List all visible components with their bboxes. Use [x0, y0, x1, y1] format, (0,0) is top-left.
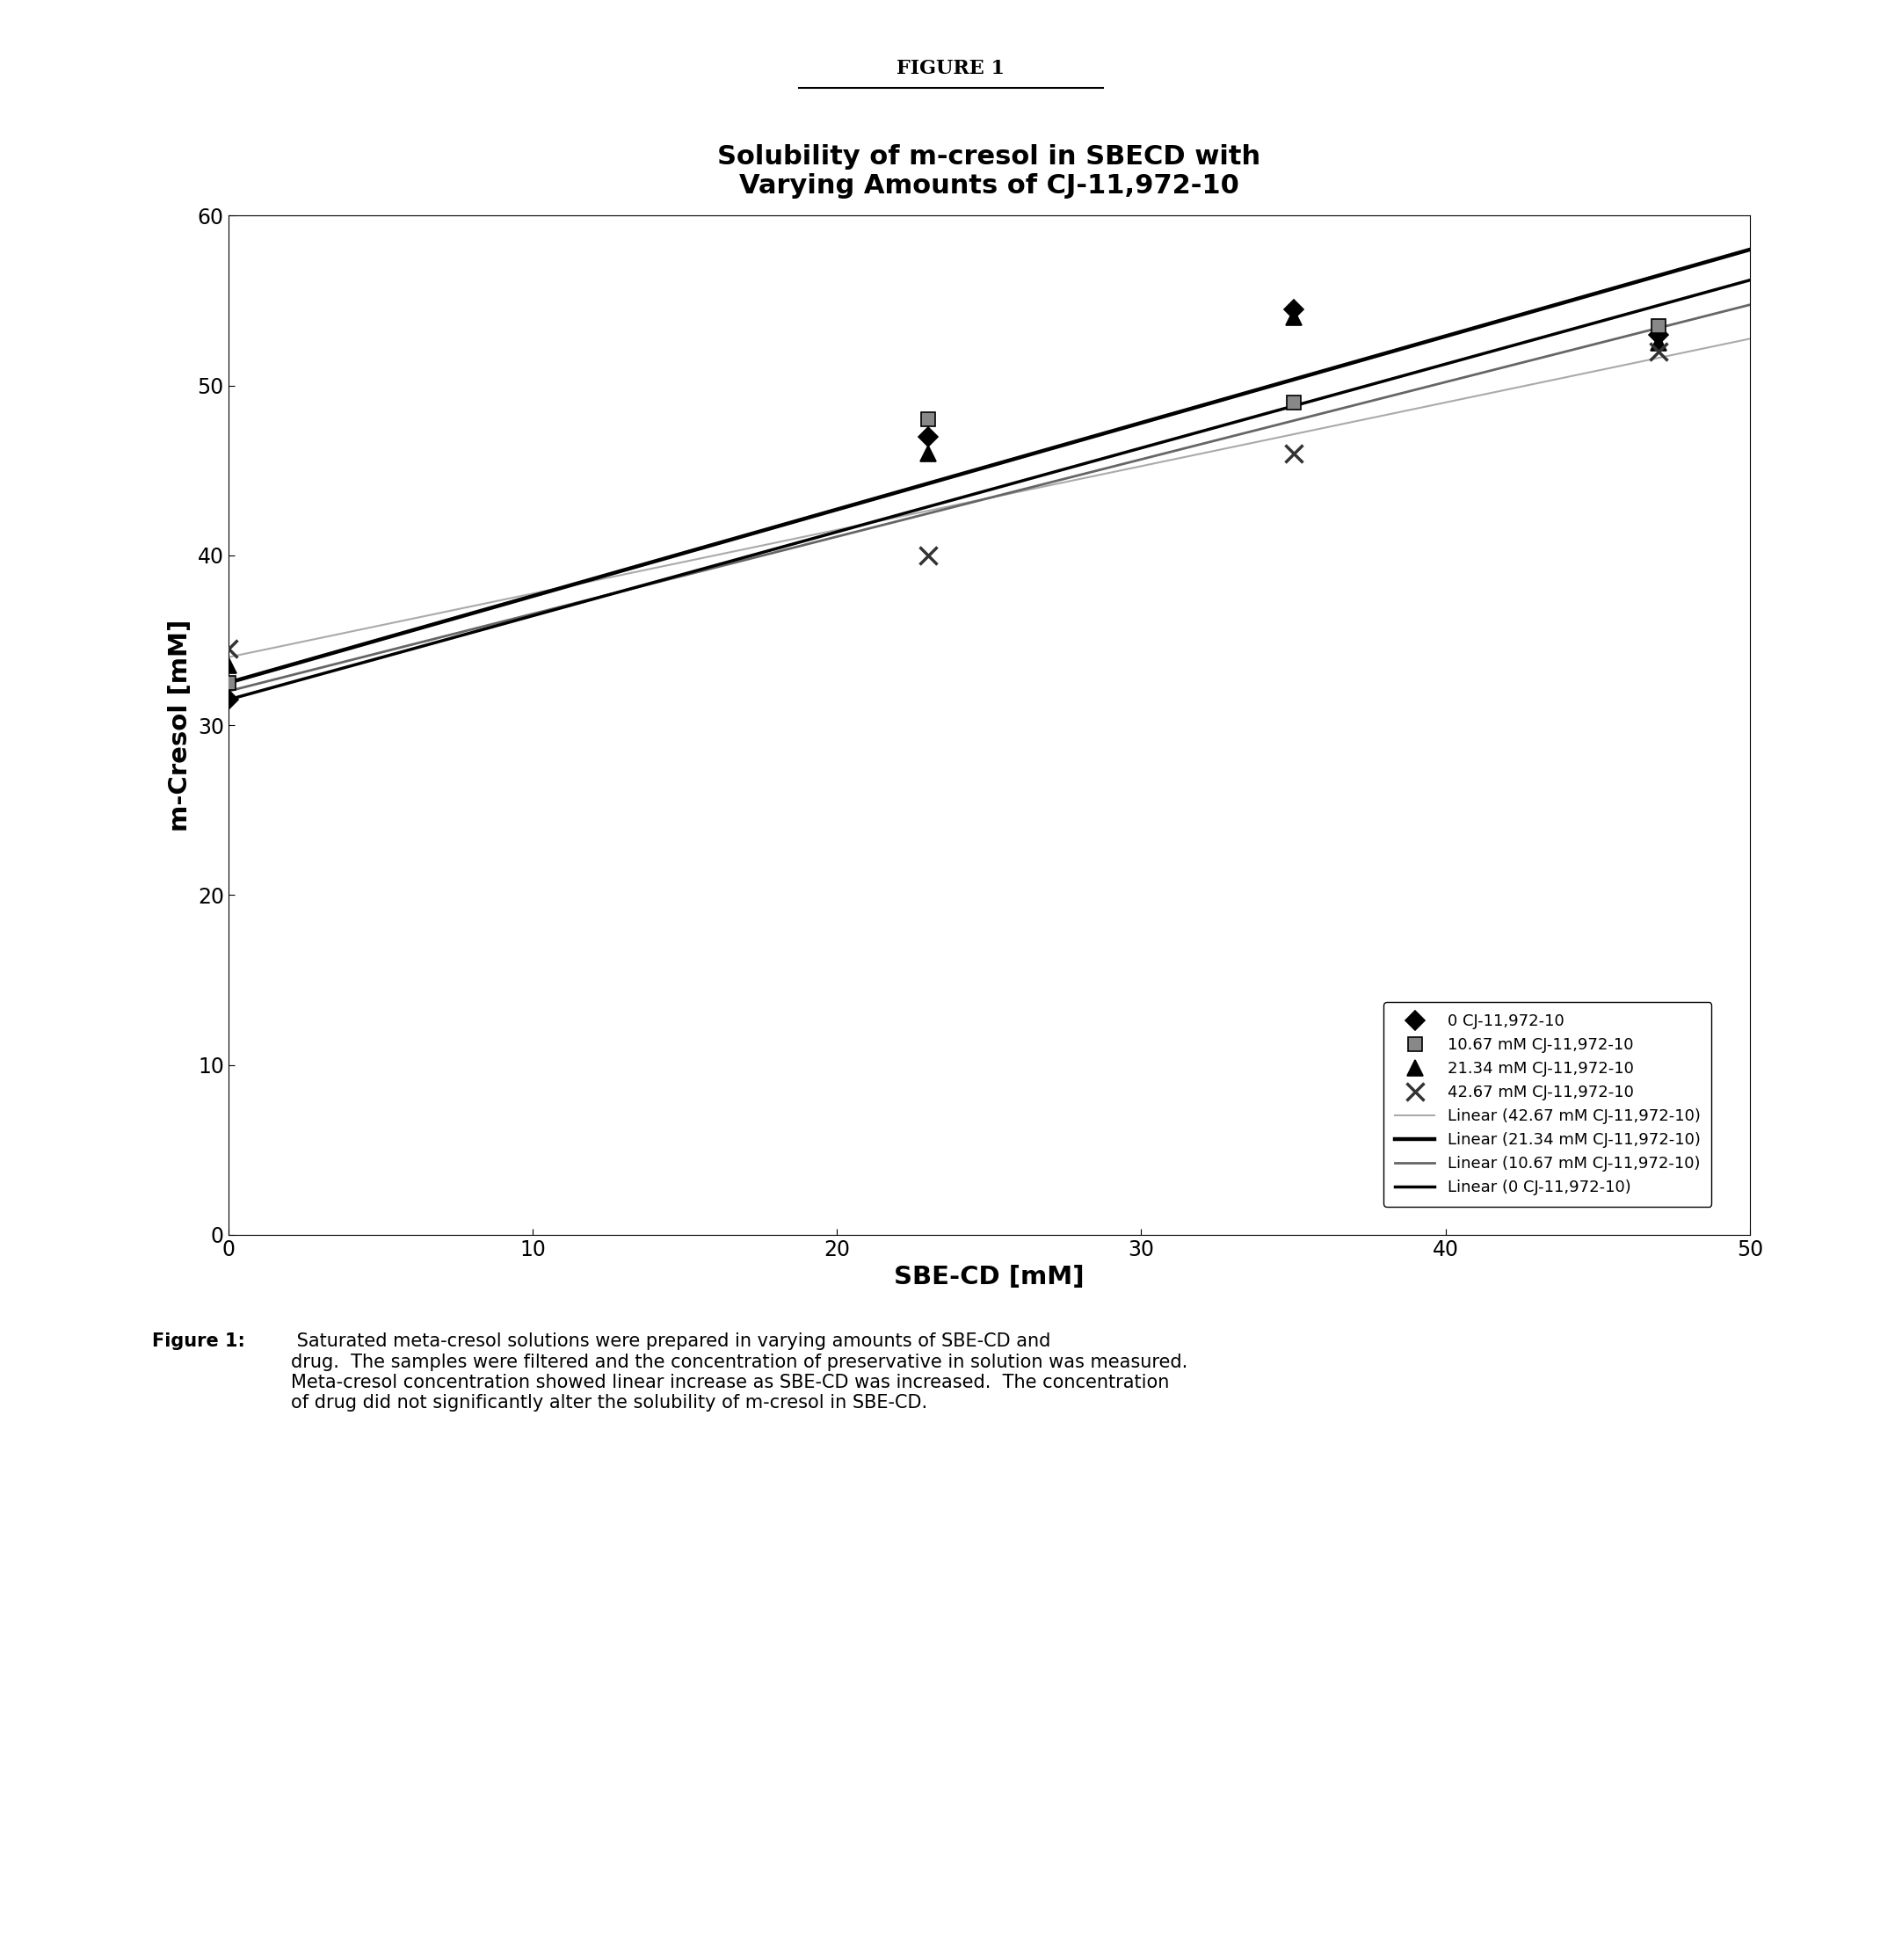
Legend: 0 CJ-11,972-10, 10.67 mM CJ-11,972-10, 21.34 mM CJ-11,972-10, 42.67 mM CJ-11,972: 0 CJ-11,972-10, 10.67 mM CJ-11,972-10, 2… [1385, 1002, 1712, 1207]
Title: Solubility of m-cresol in SBECD with
Varying Amounts of CJ-11,972-10: Solubility of m-cresol in SBECD with Var… [717, 143, 1261, 198]
Text: Saturated meta-cresol solutions were prepared in varying amounts of SBE-CD and
d: Saturated meta-cresol solutions were pre… [291, 1333, 1187, 1411]
Y-axis label: m-Cresol [mM]: m-Cresol [mM] [167, 619, 192, 831]
Text: Figure 1:: Figure 1: [152, 1333, 245, 1350]
Text: FIGURE 1: FIGURE 1 [898, 59, 1004, 78]
X-axis label: SBE-CD [mM]: SBE-CD [mM] [894, 1264, 1084, 1290]
